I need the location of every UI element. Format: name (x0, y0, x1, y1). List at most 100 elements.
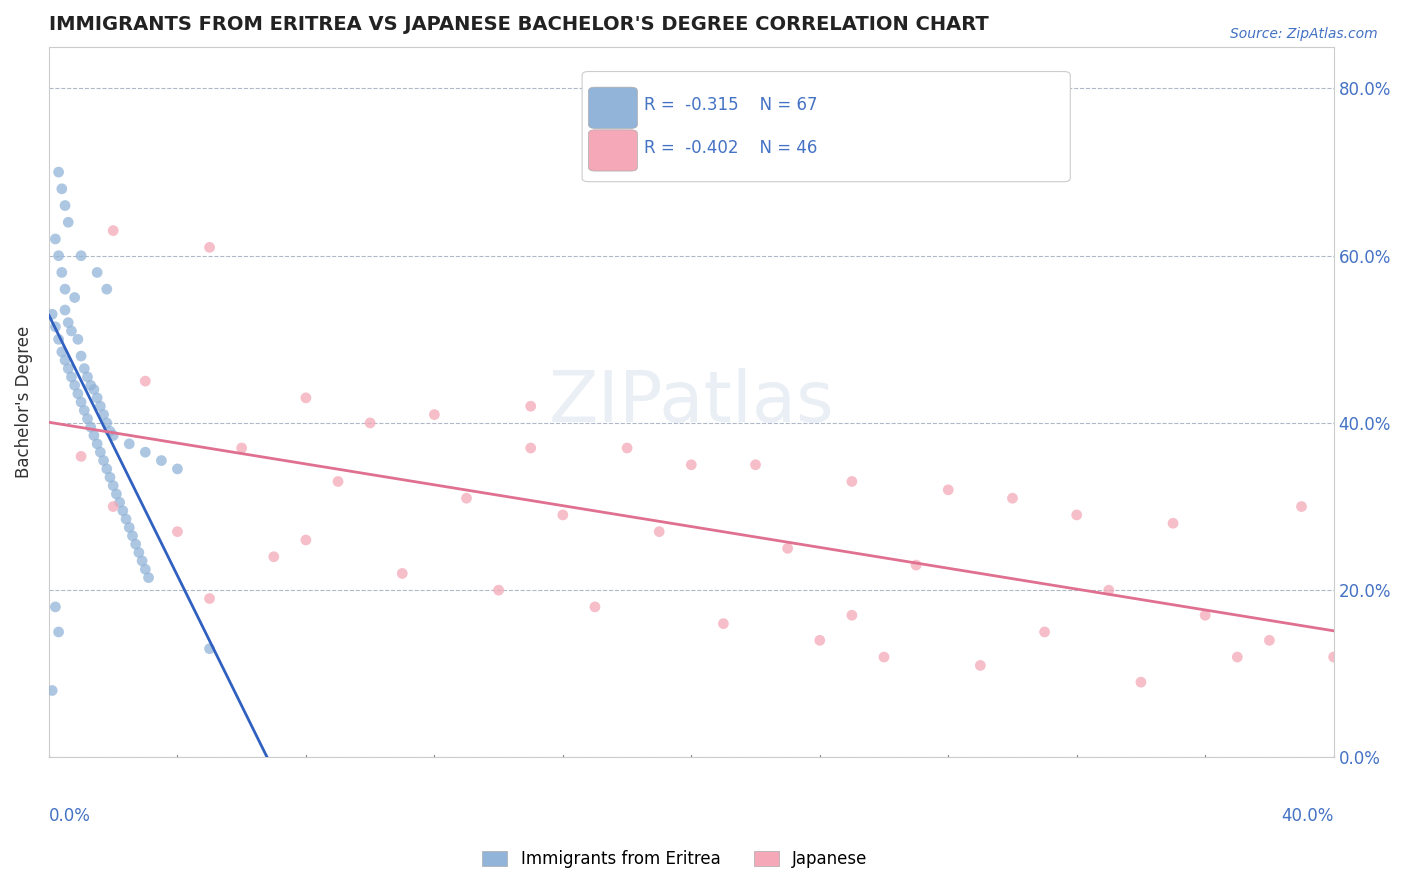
Point (48, 624, 70, 639)
Point (198, 240, 221, 254)
Point (1258, 633, 1281, 648)
Point (41, 307, 63, 321)
Point (198, 591, 221, 606)
Point (128, 545, 150, 559)
Point (198, 641, 221, 656)
Point (44, 232, 66, 246)
Point (150, 453, 173, 467)
FancyBboxPatch shape (589, 130, 637, 171)
Point (70, 450, 93, 464)
Point (1033, 624, 1056, 639)
Point (295, 391, 318, 405)
Point (519, 441, 541, 455)
Point (70, 249, 93, 263)
Point (48, 249, 70, 263)
Point (1194, 608, 1216, 623)
Point (841, 475, 863, 489)
Point (53, 282, 76, 296)
Point (80, 378, 103, 392)
Point (616, 441, 638, 455)
Point (1323, 650, 1346, 665)
Point (44, 599, 66, 614)
Point (111, 504, 134, 518)
Text: R =  -0.402    N = 46: R = -0.402 N = 46 (644, 139, 817, 157)
Point (681, 458, 703, 472)
Point (86, 437, 108, 451)
Point (841, 608, 863, 623)
Point (121, 529, 143, 543)
Point (103, 478, 125, 492)
Point (423, 408, 446, 422)
Text: IMMIGRANTS FROM ERITREA VS JAPANESE BACHELOR'S DEGREE CORRELATION CHART: IMMIGRANTS FROM ERITREA VS JAPANESE BACH… (49, 15, 988, 34)
Point (41, 683, 63, 698)
Point (118, 520, 141, 534)
Legend: Immigrants from Eritrea, Japanese: Immigrants from Eritrea, Japanese (475, 844, 875, 875)
Point (134, 445, 156, 459)
Point (53, 303, 76, 318)
Point (969, 658, 991, 673)
Point (89, 445, 111, 459)
Point (93, 453, 115, 467)
Point (51, 265, 73, 279)
Point (60, 370, 83, 384)
Text: R =  -0.315    N = 67: R = -0.315 N = 67 (644, 96, 817, 114)
Point (905, 558, 928, 573)
Point (44, 319, 66, 334)
Point (295, 533, 318, 547)
Point (70, 349, 93, 363)
Point (51, 344, 73, 359)
Point (89, 399, 111, 413)
Point (53, 353, 76, 368)
Point (873, 650, 896, 665)
Point (138, 571, 160, 585)
Point (326, 475, 349, 489)
Point (66, 332, 89, 346)
Point (134, 562, 156, 576)
FancyBboxPatch shape (582, 71, 1070, 182)
Point (58, 361, 80, 376)
Point (359, 416, 381, 430)
Point (648, 524, 671, 539)
Text: 0.0%: 0.0% (49, 807, 91, 825)
Point (73, 361, 96, 376)
Point (108, 495, 131, 509)
Point (166, 462, 188, 476)
Point (125, 537, 148, 551)
Point (53, 198, 76, 212)
Point (70, 395, 93, 409)
Text: Source: ZipAtlas.com: Source: ZipAtlas.com (1230, 27, 1378, 41)
Point (73, 403, 96, 417)
Point (98, 425, 121, 439)
Point (51, 182, 73, 196)
Point (66, 386, 89, 401)
Point (93, 408, 115, 422)
Point (80, 420, 103, 434)
Point (391, 566, 413, 581)
Point (103, 224, 125, 238)
Point (1291, 500, 1313, 514)
Point (83, 428, 105, 442)
Point (103, 500, 125, 514)
Point (231, 441, 253, 455)
Point (60, 324, 83, 338)
Point (583, 599, 606, 614)
Point (115, 512, 138, 526)
Point (488, 583, 510, 598)
Text: 40.0%: 40.0% (1281, 807, 1334, 825)
Point (86, 391, 108, 405)
Point (519, 399, 541, 413)
Point (936, 483, 959, 497)
Point (96, 282, 118, 296)
Point (166, 524, 188, 539)
Point (48, 332, 70, 346)
Point (1226, 650, 1249, 665)
Point (103, 428, 125, 442)
Point (776, 541, 799, 556)
Point (456, 491, 478, 506)
Point (1066, 508, 1088, 522)
Point (134, 374, 156, 388)
Point (1129, 675, 1152, 690)
Point (63, 378, 86, 392)
Point (98, 470, 121, 484)
Point (86, 265, 108, 279)
